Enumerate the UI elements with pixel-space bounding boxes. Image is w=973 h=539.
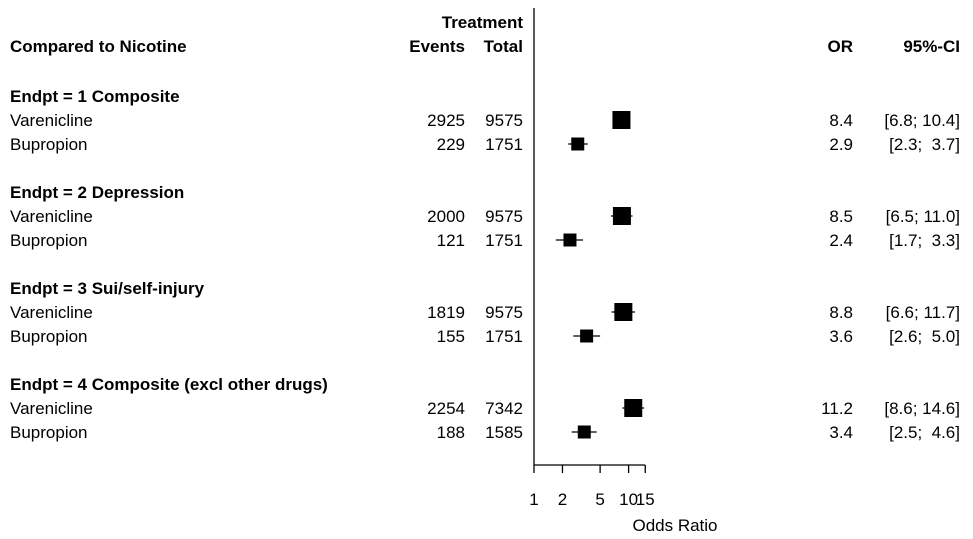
x-tick-label: 15 [636, 490, 655, 509]
row-ci: [2.3; 3.7] [889, 135, 960, 154]
row-label: Varenicline [10, 111, 93, 130]
or-marker [571, 137, 585, 151]
row-total: 7342 [485, 399, 523, 418]
x-tick-label: 10 [619, 490, 638, 509]
row-events: 2925 [427, 111, 465, 130]
row-ci: [6.5; 11.0] [886, 207, 960, 226]
row-total: 9575 [485, 303, 523, 322]
row-ci: [6.8; 10.4] [884, 111, 960, 130]
x-tick-label: 5 [595, 490, 604, 509]
row-total: 1585 [485, 423, 523, 442]
or-marker [580, 329, 594, 343]
row-or: 3.4 [829, 423, 853, 442]
row-label: Varenicline [10, 207, 93, 226]
row-events: 188 [437, 423, 465, 442]
row-ci: [2.5; 4.6] [889, 423, 960, 442]
row-total: 1751 [485, 231, 523, 250]
or-marker [612, 207, 631, 225]
row-label: Bupropion [10, 135, 88, 154]
group-title: Endpt = 1 Composite [10, 87, 180, 106]
or-marker [563, 233, 577, 247]
row-events: 155 [437, 327, 465, 346]
or-marker [612, 111, 631, 129]
header-or: OR [828, 37, 854, 56]
row-label: Bupropion [10, 231, 88, 250]
header-total: Total [484, 37, 523, 56]
study-rows: Endpt = 1 Composite Varenicline 2925 9575 8.… [10, 87, 960, 442]
row-events: 1819 [427, 303, 465, 322]
header-ci: 95%-CI [903, 37, 960, 56]
or-marker [577, 425, 591, 439]
row-ci: [8.6; 14.6] [884, 399, 960, 418]
row-label: Varenicline [10, 399, 93, 418]
row-or: 8.8 [829, 303, 853, 322]
row-events: 2254 [427, 399, 465, 418]
row-total: 1751 [485, 327, 523, 346]
row-or: 3.6 [829, 327, 853, 346]
group-title: Endpt = 4 Composite (excl other drugs) [10, 375, 328, 394]
or-marker [624, 399, 643, 417]
row-or: 8.4 [829, 111, 853, 130]
row-or: 2.4 [829, 231, 853, 250]
row-total: 9575 [485, 111, 523, 130]
row-label: Bupropion [10, 327, 88, 346]
row-or: 11.2 [821, 399, 853, 418]
row-ci: [6.6; 11.7] [886, 303, 960, 322]
row-total: 1751 [485, 135, 523, 154]
row-total: 9575 [485, 207, 523, 226]
header-treatment: Treatment [442, 13, 524, 32]
row-events: 2000 [427, 207, 465, 226]
row-ci: [2.6; 5.0] [889, 327, 960, 346]
row-ci: [1.7; 3.3] [889, 231, 960, 250]
row-or: 2.9 [829, 135, 853, 154]
row-or: 8.5 [829, 207, 853, 226]
row-events: 121 [437, 231, 465, 250]
group-title: Endpt = 2 Depression [10, 183, 184, 202]
x-tick-label: 1 [529, 490, 538, 509]
x-axis-label: Odds Ratio [632, 516, 717, 535]
header-events: Events [409, 37, 465, 56]
row-events: 229 [437, 135, 465, 154]
group-title: Endpt = 3 Sui/self-injury [10, 279, 205, 298]
row-label: Bupropion [10, 423, 88, 442]
or-marker [614, 303, 633, 321]
header-study: Compared to Nicotine [10, 37, 187, 56]
row-label: Varenicline [10, 303, 93, 322]
x-tick-label: 2 [558, 490, 567, 509]
